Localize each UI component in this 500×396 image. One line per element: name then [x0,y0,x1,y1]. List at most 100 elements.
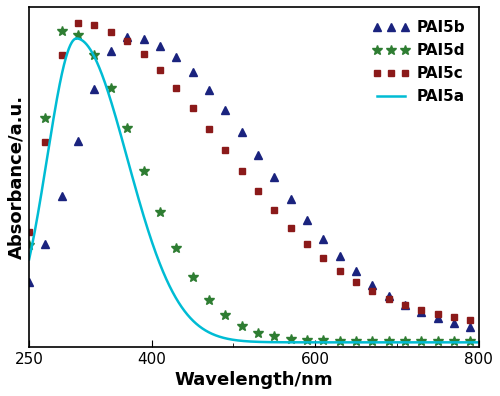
PAI5c [320,256,326,261]
PAI5b [402,303,408,307]
PAI5c [370,289,376,293]
PAI5d [336,338,342,343]
PAI5d [42,116,48,121]
PAI5c [238,168,244,173]
PAI5d [353,338,359,343]
PAI5b [238,130,244,135]
PAI5b [92,86,98,91]
PAI5d [190,275,196,280]
PAI5d [386,339,392,343]
Y-axis label: Absorbance/a.u.: Absorbance/a.u. [7,95,25,259]
PAI5b [206,88,212,92]
PAI5a [49,125,55,129]
PAI5c [173,86,179,91]
PAI5c [435,312,441,317]
PAI5c [206,126,212,131]
PAI5c [42,140,48,145]
PAI5a [476,340,482,345]
PAI5d [108,86,114,90]
PAI5c [140,52,146,57]
PAI5b [255,152,261,157]
PAI5d [402,339,408,343]
X-axis label: Wavelength/nm: Wavelength/nm [174,371,333,389]
PAI5c [418,308,424,312]
PAI5b [59,194,65,198]
PAI5d [26,243,32,248]
PAI5b [140,37,146,42]
PAI5b [336,254,342,259]
PAI5d [288,336,294,341]
PAI5d [75,32,81,37]
PAI5b [75,138,81,143]
PAI5c [222,147,228,152]
PAI5b [42,242,48,247]
PAI5b [418,310,424,315]
Line: PAI5a: PAI5a [29,38,478,343]
PAI5a [462,340,468,345]
PAI5b [26,279,32,284]
Line: PAI5d: PAI5d [24,26,475,346]
PAI5c [108,29,114,34]
PAI5d [124,126,130,131]
PAI5d [173,246,179,250]
PAI5c [75,21,81,25]
PAI5a [233,338,239,343]
PAI5d [272,334,278,339]
PAI5c [304,242,310,246]
PAI5c [468,318,473,322]
PAI5d [92,53,98,58]
PAI5b [304,217,310,222]
PAI5b [157,44,163,48]
PAI5d [157,209,163,214]
PAI5a [245,339,251,344]
PAI5c [255,188,261,193]
PAI5b [222,108,228,112]
PAI5c [124,39,130,44]
PAI5c [451,315,457,320]
PAI5b [173,55,179,60]
PAI5d [451,339,457,343]
PAI5d [222,313,228,318]
PAI5b [320,236,326,241]
PAI5c [386,296,392,301]
PAI5b [124,34,130,39]
PAI5b [353,269,359,274]
PAI5d [140,169,146,173]
PAI5b [370,282,376,287]
PAI5d [468,339,473,343]
PAI5c [190,106,196,110]
PAI5a [26,257,32,262]
PAI5b [435,316,441,321]
PAI5d [435,339,441,343]
PAI5b [386,293,392,298]
PAI5d [206,297,212,302]
PAI5c [92,23,98,28]
PAI5d [304,337,310,342]
PAI5b [272,175,278,180]
PAI5c [353,280,359,284]
PAI5b [468,324,473,329]
PAI5b [190,70,196,74]
PAI5d [418,339,424,343]
Line: PAI5c: PAI5c [26,20,473,323]
PAI5a [463,340,469,345]
PAI5a [380,340,386,345]
PAI5b [288,197,294,202]
PAI5d [320,338,326,343]
PAI5d [238,324,244,328]
PAI5c [59,53,65,57]
PAI5b [451,321,457,326]
PAI5d [370,339,376,343]
Line: PAI5b: PAI5b [26,33,474,330]
PAI5c [288,225,294,230]
PAI5a [74,36,80,41]
PAI5d [59,29,65,33]
PAI5c [336,268,342,273]
PAI5c [402,303,408,307]
PAI5c [157,68,163,73]
PAI5d [255,330,261,335]
Legend: PAI5b, PAI5d, PAI5c, PAI5a: PAI5b, PAI5d, PAI5c, PAI5a [368,14,472,110]
PAI5b [108,48,114,53]
PAI5c [272,208,278,212]
PAI5c [26,230,32,234]
